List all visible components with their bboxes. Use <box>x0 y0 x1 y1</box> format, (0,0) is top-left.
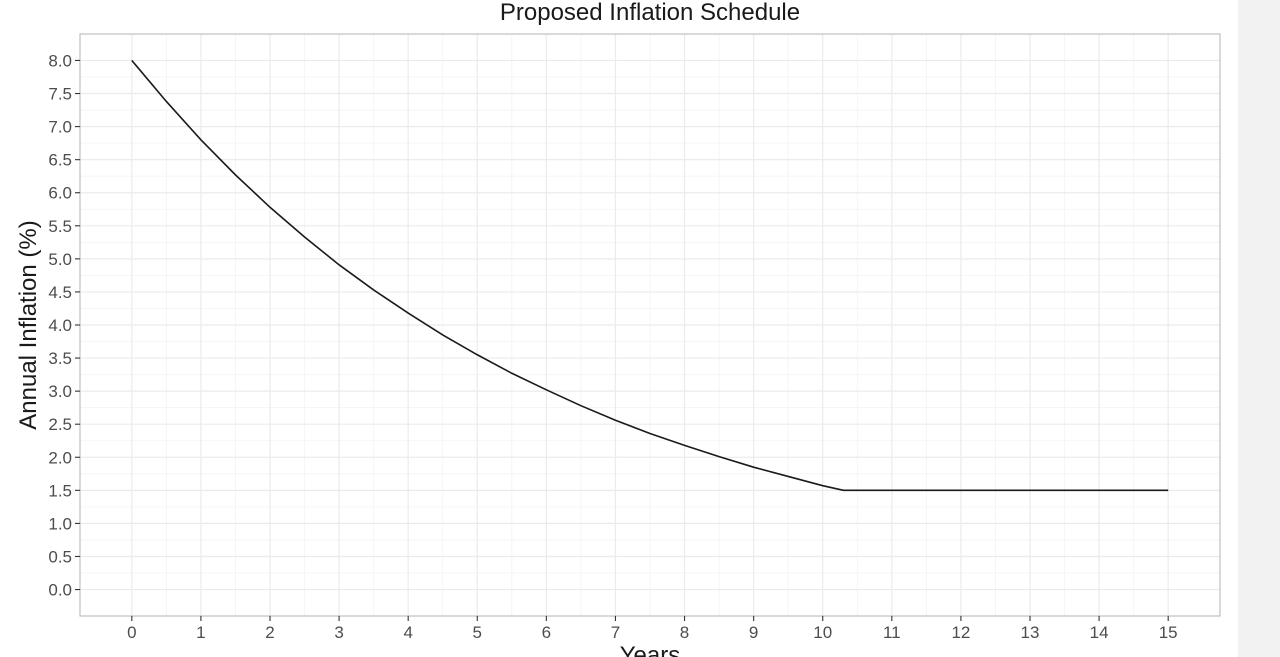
x-tick-label: 5 <box>473 623 482 642</box>
x-tick-label: 13 <box>1021 623 1040 642</box>
x-tick-label: 6 <box>542 623 551 642</box>
x-tick-label: 7 <box>611 623 620 642</box>
x-tick-label: 3 <box>334 623 343 642</box>
y-tick-label: 6.5 <box>48 151 72 170</box>
y-tick-label: 2.0 <box>48 448 72 467</box>
x-tick-label: 1 <box>196 623 205 642</box>
right-gutter <box>1238 0 1280 657</box>
x-tick-label: 14 <box>1090 623 1109 642</box>
x-tick-label: 15 <box>1159 623 1178 642</box>
y-tick-label: 5.0 <box>48 250 72 269</box>
x-tick-label: 2 <box>265 623 274 642</box>
y-tick-label: 3.0 <box>48 382 72 401</box>
y-tick-label: 3.5 <box>48 349 72 368</box>
y-tick-label: 4.0 <box>48 316 72 335</box>
y-axis-label: Annual Inflation (%) <box>15 220 42 429</box>
y-tick-label: 4.5 <box>48 283 72 302</box>
x-tick-label: 11 <box>883 623 901 642</box>
x-axis-ticks: 0 1 2 3 4 5 6 7 8 9 10 11 12 13 14 15 <box>127 616 1178 642</box>
y-tick-label: 7.5 <box>48 85 72 104</box>
y-tick-label: 5.5 <box>48 217 72 236</box>
x-axis-label: Years <box>620 642 681 657</box>
y-tick-label: 1.0 <box>48 514 72 533</box>
y-tick-label: 7.0 <box>48 118 72 137</box>
chart-title: Proposed Inflation Schedule <box>500 0 800 26</box>
y-tick-label: 8.0 <box>48 51 72 70</box>
x-tick-label: 12 <box>951 623 970 642</box>
y-tick-label: 1.5 <box>48 481 72 500</box>
y-tick-label: 0.5 <box>48 547 72 566</box>
x-tick-label: 9 <box>749 623 758 642</box>
y-tick-label: 2.5 <box>48 415 72 434</box>
x-tick-label: 0 <box>127 623 136 642</box>
grid-major <box>80 34 1220 616</box>
x-tick-label: 4 <box>403 623 412 642</box>
y-axis-ticks: 0.0 0.5 1.0 1.5 2.0 2.5 3.0 3.5 4.0 4.5 5.0 5.5 6.0 6… <box>48 51 80 600</box>
series-line <box>131 59 1169 492</box>
x-tick-label: 8 <box>680 623 689 642</box>
y-tick-label: 0.0 <box>48 581 72 600</box>
y-tick-label: 6.0 <box>48 184 72 203</box>
x-tick-label: 10 <box>813 623 832 642</box>
